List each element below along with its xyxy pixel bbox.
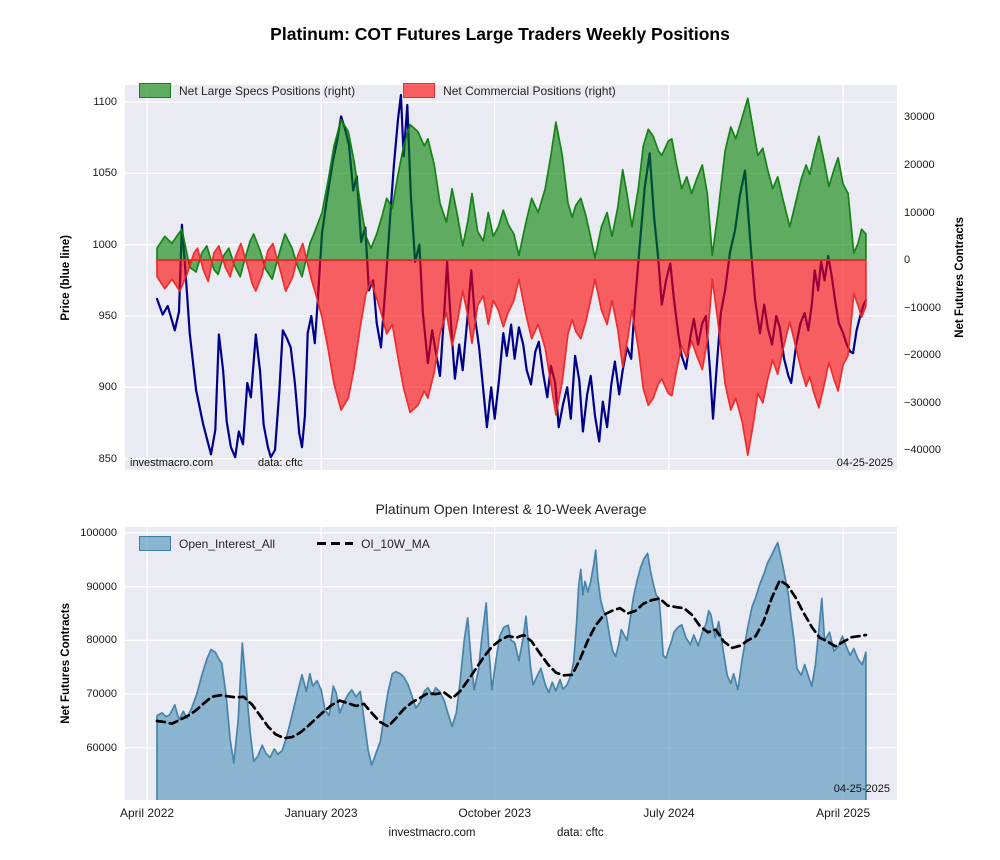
- bottom-chart-canvas: [125, 527, 897, 800]
- commercials-swatch-icon: [403, 83, 436, 98]
- ma-dash-icon: [317, 542, 354, 545]
- top-chart-plot-area: [125, 85, 897, 470]
- specs-swatch-icon: [139, 83, 171, 98]
- top-chart-canvas: [125, 85, 897, 470]
- x-tick-label: October 2023: [458, 806, 532, 820]
- top-chart-legend: Net Large Specs Positions (right) Net Co…: [139, 83, 616, 98]
- x-tick-label: July 2024: [643, 806, 695, 820]
- bottom-chart-title: Platinum Open Interest & 10-Week Average: [375, 501, 647, 517]
- top-date-annotation: 04-25-2025: [836, 457, 893, 469]
- legend-label-commercials: Net Commercial Positions (right): [443, 83, 616, 98]
- legend-label-specs: Net Large Specs Positions (right): [179, 83, 356, 98]
- open-interest-swatch-icon: [139, 536, 171, 551]
- x-tick-label: April 2022: [120, 806, 175, 820]
- x-tick-label: April 2025: [816, 806, 871, 820]
- top-left-axis-label: Price (blue line): [60, 234, 72, 321]
- figure-title: Platinum: COT Futures Large Traders Week…: [270, 24, 730, 44]
- legend-item-open-interest: Open_Interest_All: [139, 536, 275, 551]
- legend-label-open-interest: Open_Interest_All: [179, 536, 276, 551]
- legend-item-commercials: Net Commercial Positions (right): [403, 83, 616, 98]
- bottom-left-axis-label: Net Futures Contracts: [60, 603, 72, 724]
- footer-source: data: cftc: [557, 827, 604, 839]
- top-data-annotation: data: cftc: [258, 457, 303, 469]
- bottom-chart-plot-area: [125, 527, 897, 800]
- legend-item-specs: Net Large Specs Positions (right): [139, 83, 355, 98]
- top-right-axis-label: Net Futures Contracts: [954, 217, 966, 338]
- bottom-date-annotation: 04-25-2025: [833, 783, 890, 795]
- footer-site: investmacro.com: [388, 827, 476, 839]
- x-tick-label: January 2023: [284, 806, 358, 820]
- legend-label-ma: OI_10W_MA: [361, 536, 430, 551]
- bottom-chart-legend: Open_Interest_All OI_10W_MA: [139, 536, 430, 551]
- legend-item-ma: OI_10W_MA: [317, 537, 430, 551]
- top-source-annotation: investmacro.com: [130, 457, 214, 469]
